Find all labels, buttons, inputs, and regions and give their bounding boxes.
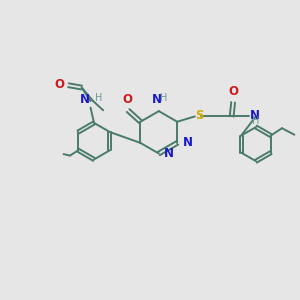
Text: H: H <box>251 116 259 126</box>
Text: N: N <box>80 93 90 106</box>
Text: N: N <box>164 147 174 160</box>
Text: O: O <box>122 93 133 106</box>
Text: N: N <box>250 109 260 122</box>
Text: O: O <box>55 77 64 91</box>
Text: H: H <box>160 94 168 103</box>
Text: S: S <box>195 109 204 122</box>
Text: O: O <box>228 85 239 98</box>
Text: N: N <box>152 93 161 106</box>
Text: H: H <box>95 94 103 103</box>
Text: N: N <box>182 136 193 149</box>
